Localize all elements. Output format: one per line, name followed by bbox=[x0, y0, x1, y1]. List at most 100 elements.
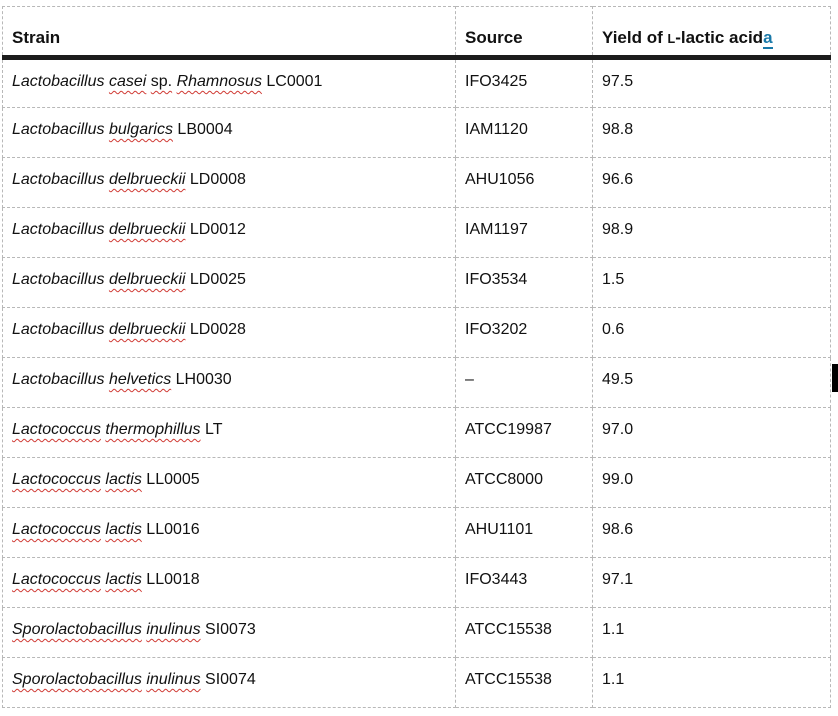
strain-text-segment: LD0008 bbox=[185, 171, 246, 188]
strain-text-segment: Lactobacillus bbox=[12, 371, 109, 388]
source-cell: – bbox=[455, 357, 593, 408]
strain-cell: Lactobacillus delbrueckii LD0012 bbox=[2, 207, 456, 258]
source-cell: IFO3534 bbox=[455, 257, 593, 308]
strain-cell: Lactococcus lactis LL0016 bbox=[2, 507, 456, 558]
strain-text-segment: helvetics bbox=[108, 371, 172, 388]
yield-cell: 49.5 bbox=[592, 357, 831, 408]
table-row: Lactobacillus delbrueckii LD0028 IFO3202… bbox=[2, 307, 831, 358]
yield-cell: 98.9 bbox=[592, 207, 831, 258]
strain-cell: Lactobacillus helvetics LH0030 bbox=[2, 357, 456, 408]
source-cell: ATCC8000 bbox=[455, 457, 593, 508]
yield-cell: 96.6 bbox=[592, 157, 831, 208]
strain-text-segment: Sporolactobacillus bbox=[12, 671, 142, 688]
yield-cell: 97.1 bbox=[592, 557, 831, 608]
margin-cursor-mark bbox=[832, 364, 838, 392]
source-cell: ATCC15538 bbox=[455, 607, 593, 658]
yield-header-suffix: -lactic acid bbox=[675, 28, 764, 47]
yield-header-prefix: Yield of bbox=[602, 28, 668, 47]
strain-text-segment: Rhamnosus bbox=[176, 73, 262, 90]
table-row: Lactococcus lactis LL0016 AHU1101 98.6 bbox=[2, 507, 831, 558]
table-body: Lactobacillus casei sp. Rhamnosus LC0001… bbox=[2, 57, 831, 708]
yield-cell: 1.5 bbox=[592, 257, 831, 308]
table-row: Lactobacillus delbrueckii LD0012 IAM1197… bbox=[2, 207, 831, 258]
col-header-source: Source bbox=[455, 6, 593, 60]
table-row: Lactobacillus casei sp. Rhamnosus LC0001… bbox=[2, 57, 831, 108]
strain-text-segment: lactis bbox=[105, 571, 142, 588]
table-row: Lactococcus lactis LL0018 IFO3443 97.1 bbox=[2, 557, 831, 608]
source-cell: ATCC15538 bbox=[455, 657, 593, 708]
strain-cell: Lactobacillus delbrueckii LD0025 bbox=[2, 257, 456, 308]
yield-cell: 97.0 bbox=[592, 407, 831, 458]
source-cell: AHU1056 bbox=[455, 157, 593, 208]
strain-cell: Lactobacillus delbrueckii LD0008 bbox=[2, 157, 456, 208]
strain-cell: Lactobacillus bulgarics LB0004 bbox=[2, 107, 456, 158]
strain-text-segment: delbrueckii bbox=[108, 221, 186, 238]
source-cell: IFO3202 bbox=[455, 307, 593, 358]
strain-cell: Sporolactobacillus inulinus SI0074 bbox=[2, 657, 456, 708]
source-cell: IFO3443 bbox=[455, 557, 593, 608]
strain-text-segment: Lactobacillus bbox=[12, 171, 109, 188]
source-cell: AHU1101 bbox=[455, 507, 593, 558]
strain-cell: Sporolactobacillus inulinus SI0073 bbox=[2, 607, 456, 658]
table-row: Sporolactobacillus inulinus SI0073 ATCC1… bbox=[2, 607, 831, 658]
strain-text-segment: casei bbox=[108, 73, 147, 90]
strain-text-segment: SI0073 bbox=[200, 621, 256, 638]
strain-text-segment: LD0012 bbox=[185, 221, 246, 238]
table-row: Lactobacillus delbrueckii LD0025 IFO3534… bbox=[2, 257, 831, 308]
strain-text-segment: Lactococcus bbox=[12, 421, 101, 438]
strain-text-segment: LD0028 bbox=[185, 321, 246, 338]
strain-text-segment: delbrueckii bbox=[108, 321, 186, 338]
strain-yield-table: Strain Source Yield of L-lactic acida La… bbox=[2, 6, 831, 708]
strain-cell: Lactococcus lactis LL0018 bbox=[2, 557, 456, 608]
strain-text-segment: LB0004 bbox=[172, 121, 233, 138]
yield-cell: 98.6 bbox=[592, 507, 831, 558]
strain-text-segment: LL0016 bbox=[141, 521, 200, 538]
strain-text-segment: Lactobacillus bbox=[12, 73, 109, 90]
strain-text-segment: bulgarics bbox=[108, 121, 173, 138]
strain-text-segment: LT bbox=[200, 421, 223, 438]
strain-text-segment: inulinus bbox=[146, 621, 201, 638]
strain-cell: Lactobacillus delbrueckii LD0028 bbox=[2, 307, 456, 358]
table-row: Lactococcus lactis LL0005 ATCC8000 99.0 bbox=[2, 457, 831, 508]
strain-text-segment: thermophillus bbox=[105, 421, 201, 438]
table-row: Lactobacillus bulgarics LB0004 IAM1120 9… bbox=[2, 107, 831, 158]
strain-text-segment: delbrueckii bbox=[108, 271, 186, 288]
strain-text-segment: SI0074 bbox=[200, 671, 256, 688]
strain-text-segment: Lactobacillus bbox=[12, 321, 109, 338]
source-cell: IFO3425 bbox=[455, 57, 593, 108]
strain-text-segment: lactis bbox=[105, 471, 142, 488]
strain-text-segment: delbrueckii bbox=[108, 171, 186, 188]
strain-text-segment: LL0018 bbox=[141, 571, 200, 588]
strain-text-segment: Lactobacillus bbox=[12, 271, 109, 288]
yield-header-smallcap-l: L bbox=[667, 32, 676, 46]
source-cell: IAM1120 bbox=[455, 107, 593, 158]
yield-cell: 98.8 bbox=[592, 107, 831, 158]
strain-text-segment: Sporolactobacillus bbox=[12, 621, 142, 638]
strain-text-segment: sp. bbox=[150, 73, 173, 90]
strain-text-segment: LD0025 bbox=[185, 271, 246, 288]
yield-cell: 99.0 bbox=[592, 457, 831, 508]
strain-text-segment: Lactococcus bbox=[12, 571, 101, 588]
col-header-strain: Strain bbox=[2, 6, 456, 60]
yield-cell: 1.1 bbox=[592, 657, 831, 708]
strain-text-segment: Lactococcus bbox=[12, 471, 101, 488]
strain-text-segment: Lactobacillus bbox=[12, 221, 109, 238]
yield-cell: 0.6 bbox=[592, 307, 831, 358]
strain-text-segment: Lactococcus bbox=[12, 521, 101, 538]
yield-cell: 97.5 bbox=[592, 57, 831, 108]
footnote-link-a[interactable]: a bbox=[763, 28, 773, 49]
strain-text-segment: LC0001 bbox=[261, 73, 323, 90]
yield-cell: 1.1 bbox=[592, 607, 831, 658]
strain-cell: Lactococcus thermophillus LT bbox=[2, 407, 456, 458]
strain-cell: Lactobacillus casei sp. Rhamnosus LC0001 bbox=[2, 57, 456, 108]
strain-text-segment: LL0005 bbox=[141, 471, 200, 488]
col-header-strain-label: Strain bbox=[12, 28, 61, 47]
table-row: Sporolactobacillus inulinus SI0074 ATCC1… bbox=[2, 657, 831, 708]
strain-text-segment: LH0030 bbox=[171, 371, 232, 388]
table-row: Lactobacillus delbrueckii LD0008 AHU1056… bbox=[2, 157, 831, 208]
table-header-row: Strain Source Yield of L-lactic acida bbox=[2, 6, 831, 60]
strain-text-segment: Lactobacillus bbox=[12, 121, 109, 138]
table-row: Lactobacillus helvetics LH0030 – 49.5 bbox=[2, 357, 831, 408]
col-header-yield: Yield of L-lactic acida bbox=[592, 6, 831, 60]
